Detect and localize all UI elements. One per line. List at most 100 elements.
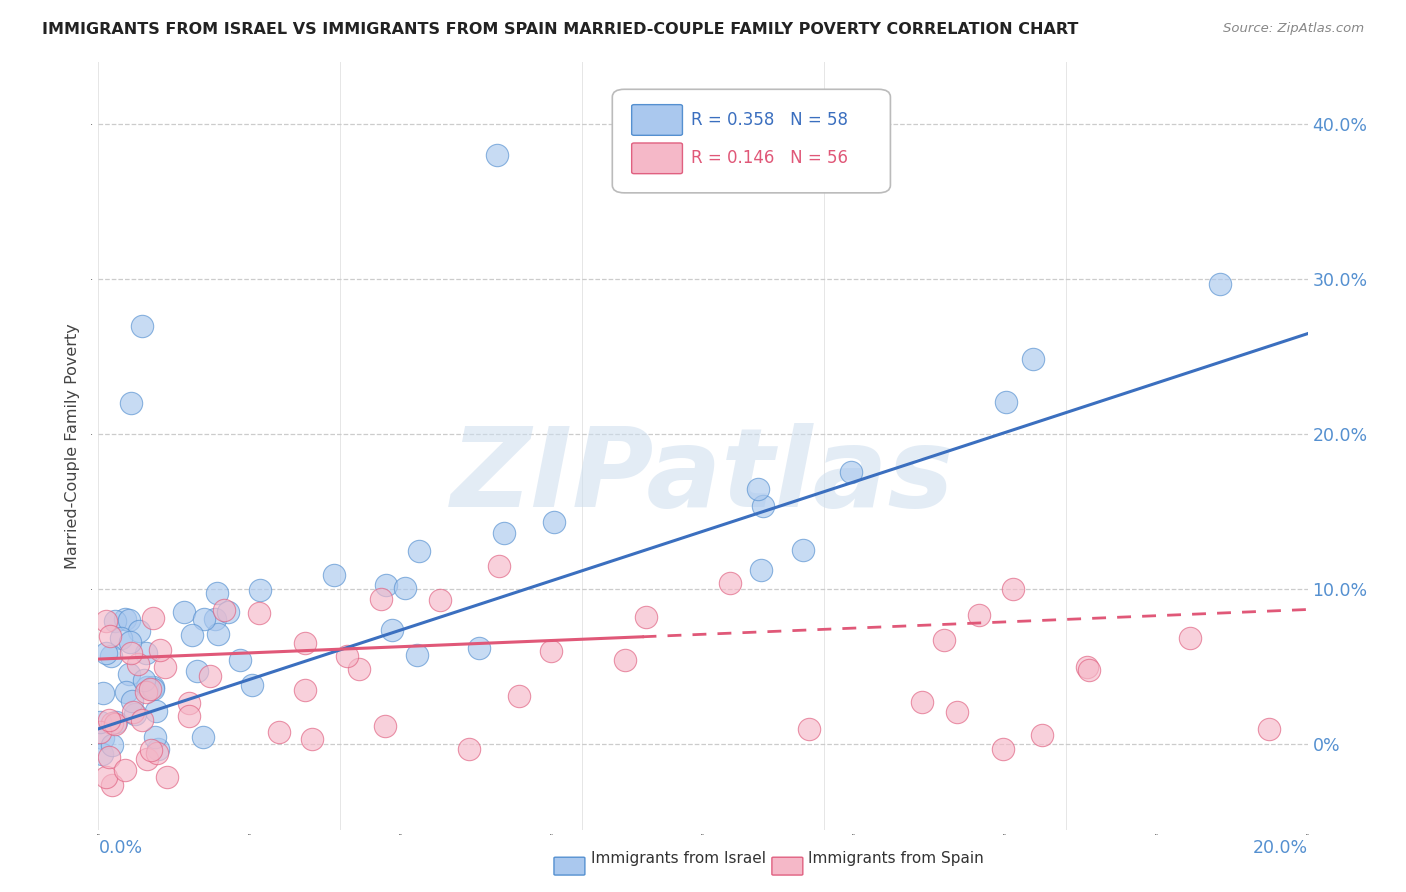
Point xyxy=(91,747,114,761)
Point xyxy=(101,716,124,731)
Point xyxy=(118,667,141,681)
Point xyxy=(104,715,127,730)
Point xyxy=(98,629,121,643)
Point xyxy=(141,743,163,757)
Y-axis label: Married-Couple Family Poverty: Married-Couple Family Poverty xyxy=(65,323,80,569)
Point xyxy=(121,694,143,708)
Point xyxy=(932,632,955,647)
Point xyxy=(301,732,323,747)
Point xyxy=(135,752,157,766)
Point xyxy=(240,678,263,692)
Point xyxy=(89,724,111,739)
Point xyxy=(543,516,565,530)
Point xyxy=(247,606,270,620)
Point xyxy=(120,396,142,410)
Point xyxy=(91,686,114,700)
Point xyxy=(146,746,169,760)
Point xyxy=(749,564,772,578)
Point xyxy=(540,644,562,658)
Point xyxy=(229,653,252,667)
Point xyxy=(104,614,127,628)
Point xyxy=(1078,663,1101,677)
Point xyxy=(146,742,169,756)
Point xyxy=(110,631,132,645)
Point xyxy=(120,646,142,660)
Point xyxy=(408,544,430,558)
Point xyxy=(797,722,820,736)
Point xyxy=(143,730,166,744)
Point xyxy=(122,705,145,719)
Point xyxy=(179,697,201,711)
Point xyxy=(405,648,427,662)
Point xyxy=(114,612,136,626)
Text: Source: ZipAtlas.com: Source: ZipAtlas.com xyxy=(1223,22,1364,36)
Point xyxy=(370,591,392,606)
Point xyxy=(718,575,741,590)
Point xyxy=(488,559,510,574)
Point xyxy=(1022,352,1045,367)
Point xyxy=(142,681,165,696)
Point xyxy=(97,713,120,727)
Point xyxy=(136,680,159,694)
Point xyxy=(349,661,371,675)
Point xyxy=(375,577,398,591)
Text: IMMIGRANTS FROM ISRAEL VS IMMIGRANTS FROM SPAIN MARRIED-COUPLE FAMILY POVERTY CO: IMMIGRANTS FROM ISRAEL VS IMMIGRANTS FRO… xyxy=(42,22,1078,37)
Point xyxy=(429,593,451,607)
Point xyxy=(124,706,146,721)
Point xyxy=(132,673,155,688)
Point xyxy=(967,608,990,623)
Point xyxy=(458,742,481,756)
Point xyxy=(100,649,122,664)
Point xyxy=(486,148,509,162)
Point xyxy=(991,741,1014,756)
Point xyxy=(117,613,139,627)
Point xyxy=(145,704,167,718)
Point xyxy=(636,610,658,624)
Point xyxy=(186,665,208,679)
FancyBboxPatch shape xyxy=(631,104,682,136)
Text: 0.0%: 0.0% xyxy=(98,838,142,857)
Point xyxy=(181,628,204,642)
Point xyxy=(839,465,862,479)
Point xyxy=(207,627,229,641)
Point xyxy=(467,640,489,655)
Point xyxy=(155,660,177,674)
Point xyxy=(135,685,157,699)
Point xyxy=(191,730,214,744)
Point xyxy=(747,482,769,496)
Point xyxy=(149,643,172,657)
Point xyxy=(249,582,271,597)
Point xyxy=(193,612,215,626)
Point xyxy=(394,581,416,595)
Point xyxy=(135,646,157,660)
Point xyxy=(142,611,165,625)
Point xyxy=(751,499,773,513)
Point xyxy=(120,635,142,649)
Point xyxy=(96,614,118,628)
Point xyxy=(101,739,124,753)
Point xyxy=(492,525,515,540)
Point xyxy=(139,682,162,697)
Text: Immigrants from Spain: Immigrants from Spain xyxy=(808,851,984,866)
Point xyxy=(323,568,346,582)
Point xyxy=(945,705,967,719)
Point xyxy=(156,770,179,784)
Point xyxy=(269,725,291,739)
Point xyxy=(613,653,636,667)
Point xyxy=(1031,728,1053,742)
Text: R = 0.146   N = 56: R = 0.146 N = 56 xyxy=(690,149,848,168)
Point xyxy=(131,714,153,728)
Point xyxy=(508,689,530,703)
Point xyxy=(173,605,195,619)
Point xyxy=(177,709,200,723)
Point xyxy=(114,763,136,777)
Point xyxy=(294,636,316,650)
Point xyxy=(101,778,124,792)
Point xyxy=(214,603,236,617)
Point xyxy=(89,714,111,729)
Point xyxy=(127,657,149,672)
Point xyxy=(336,649,359,664)
Point xyxy=(96,770,118,784)
Text: 20.0%: 20.0% xyxy=(1253,838,1308,857)
Point xyxy=(128,624,150,639)
